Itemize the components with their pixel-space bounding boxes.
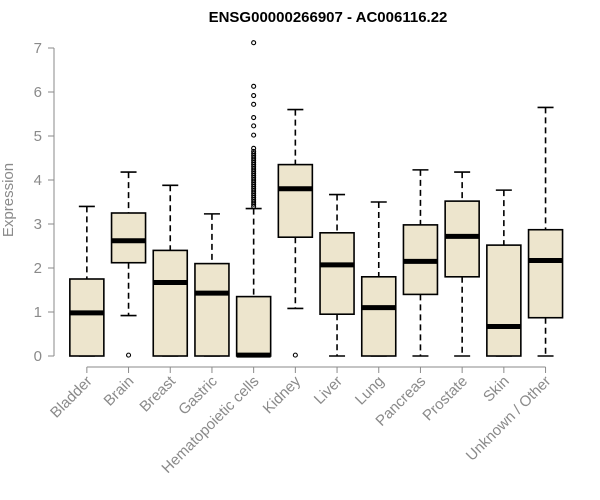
y-tick-label: 2 — [34, 260, 42, 277]
outlier-point — [251, 83, 257, 89]
x-tick-label: Kidney — [260, 372, 305, 417]
x-tick-label: Brain — [101, 373, 138, 410]
box-iqr — [277, 163, 314, 239]
box-iqr — [486, 244, 522, 357]
x-tick-label: Breast — [136, 372, 179, 415]
y-tick-label: 3 — [34, 216, 42, 233]
y-tick-label: 5 — [34, 128, 42, 145]
outlier-point — [251, 148, 257, 154]
outlier-point — [251, 145, 257, 151]
y-tick-label: 0 — [34, 348, 42, 365]
x-tick-label: Liver — [311, 373, 346, 408]
x-tick-label: Bladder — [47, 373, 96, 422]
box-gastric — [194, 213, 230, 357]
outlier-point — [251, 132, 257, 138]
box-iqr — [527, 228, 564, 319]
box-iqr — [110, 212, 147, 264]
box-pancreas — [402, 169, 439, 357]
outlier-point — [292, 352, 298, 358]
box-iqr — [444, 200, 480, 278]
box-hematopoietic-cells — [235, 40, 272, 358]
box-kidney — [277, 108, 314, 358]
x-tick-label: Prostate — [419, 373, 471, 425]
box-lung — [360, 201, 397, 357]
outlier-point — [251, 123, 257, 129]
box-liver — [319, 193, 355, 357]
box-unknown-other — [527, 106, 564, 357]
outlier-point — [126, 352, 132, 358]
box-iqr — [152, 249, 189, 357]
box-iqr — [194, 262, 230, 357]
outlier-point — [251, 114, 257, 121]
box-iqr — [319, 232, 355, 316]
outlier-point — [251, 151, 257, 157]
y-axis-label: Expression — [0, 163, 17, 237]
x-tick-label: Skin — [480, 373, 513, 406]
box-breast — [152, 184, 189, 357]
y-tick-label: 4 — [34, 172, 42, 189]
x-tick-label: Lung — [352, 373, 388, 409]
box-brain — [110, 171, 147, 358]
y-tick-label: 6 — [34, 84, 42, 101]
y-tick-label: 7 — [34, 40, 42, 57]
box-iqr — [235, 295, 272, 357]
y-axis: 0 1 2 3 4 5 6 7 — [34, 40, 55, 365]
box-bladder — [69, 205, 105, 357]
box-prostate — [444, 171, 480, 357]
box-skin — [486, 189, 522, 357]
y-tick-label: 1 — [34, 304, 42, 321]
chart-title: ENSG00000266907 - AC006116.22 — [209, 9, 448, 26]
outlier-point — [251, 40, 257, 46]
box-iqr — [360, 275, 397, 357]
box-series — [69, 40, 564, 358]
outlier-point — [251, 92, 257, 99]
box-iqr — [69, 278, 105, 357]
outlier-point — [251, 101, 257, 107]
